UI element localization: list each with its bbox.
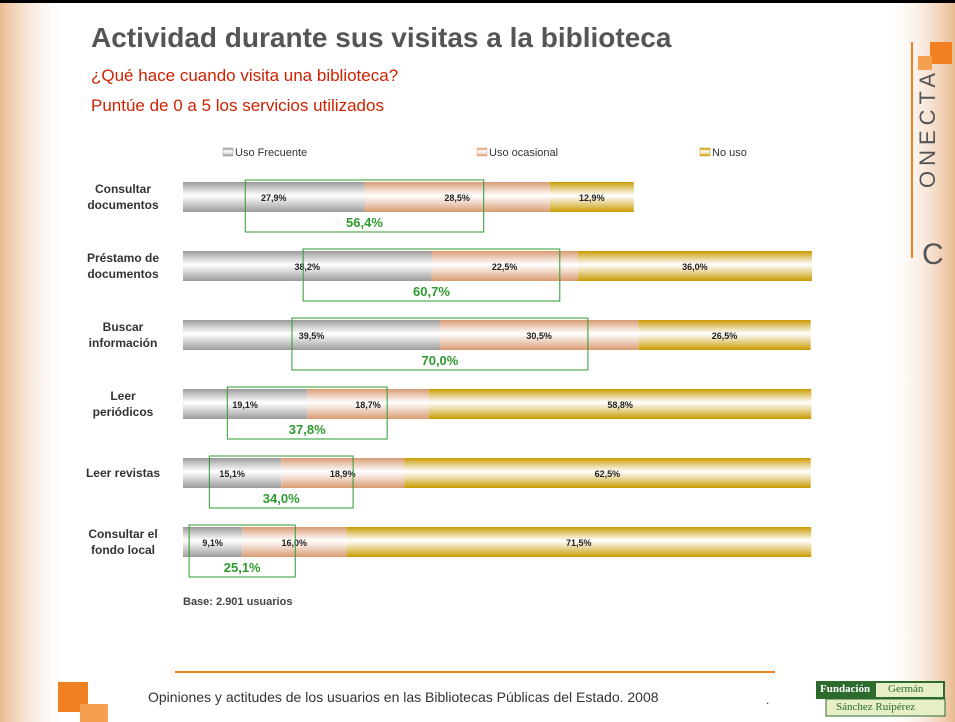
category-label: Préstamo de documentos: [68, 250, 178, 282]
category-label: Leer periódicos: [68, 388, 178, 420]
footer-square: [80, 704, 108, 722]
bar-label: 12,9%: [579, 193, 605, 203]
legend-swatch: [700, 148, 710, 156]
bar-label: 39,5%: [299, 331, 325, 341]
title: Actividad durante sus visitas a la bibli…: [91, 22, 671, 54]
category-label: Consultar el fondo local: [68, 526, 178, 558]
legend-label: No uso: [712, 147, 747, 159]
footer-text: Opiniones y actitudes de los usuarios en…: [148, 689, 659, 705]
bar-label: 27,9%: [261, 193, 287, 203]
legend-label: Uso Frecuente: [235, 147, 307, 159]
highlight-label: 34,0%: [263, 491, 300, 506]
bar-label: 71,5%: [566, 538, 592, 548]
bar-label: 38,2%: [294, 262, 320, 272]
highlight-label: 60,7%: [413, 284, 450, 299]
category-label: Buscar información: [68, 319, 178, 351]
logo-square: [930, 42, 952, 64]
legend-swatch: [477, 148, 487, 156]
bar-label: 16,0%: [281, 538, 307, 548]
category-label: Leer revistas: [68, 465, 178, 481]
highlight-label: 37,8%: [289, 422, 326, 437]
brand-initial: C: [922, 238, 944, 272]
legend-label: Uso ocasional: [489, 147, 558, 159]
bar-label: 19,1%: [232, 400, 258, 410]
category-label: Consultar documentos: [68, 181, 178, 213]
logo-text: Sánchez Ruipérez: [836, 701, 915, 713]
footer-dot: .: [766, 693, 769, 707]
highlight-label: 70,0%: [421, 353, 458, 368]
bar-label: 18,7%: [355, 400, 381, 410]
logo-text: Germán: [888, 683, 923, 695]
highlight-label: 56,4%: [346, 215, 383, 230]
bar-label: 15,1%: [219, 469, 245, 479]
bar-label: 18,9%: [330, 469, 356, 479]
bar-label: 22,5%: [492, 262, 518, 272]
highlight-label: 25,1%: [224, 560, 261, 575]
slide: Uso Frecuente Uso ocasional No uso 27,9% 28,…: [0, 0, 955, 722]
decor-left: [0, 0, 70, 722]
legend-swatch: [223, 148, 233, 156]
bar-label: 62,5%: [595, 469, 621, 479]
bar-label: 36,0%: [682, 262, 708, 272]
bar-label: 58,8%: [607, 400, 633, 410]
annotation: Base: 2.901 usuarios: [183, 596, 292, 608]
bar-label: 30,5%: [526, 331, 552, 341]
brand: ONECTA: [915, 68, 941, 188]
top-border: [0, 0, 955, 3]
bar-label: 28,5%: [444, 193, 470, 203]
subtitle: Puntúe de 0 a 5 los servicios utilizados: [91, 96, 384, 116]
bar-label: 26,5%: [712, 331, 738, 341]
bar-label: 9,1%: [202, 538, 223, 548]
subtitle: ¿Qué hace cuando visita una biblioteca?: [91, 66, 398, 86]
logo-text: Fundación: [820, 683, 870, 695]
